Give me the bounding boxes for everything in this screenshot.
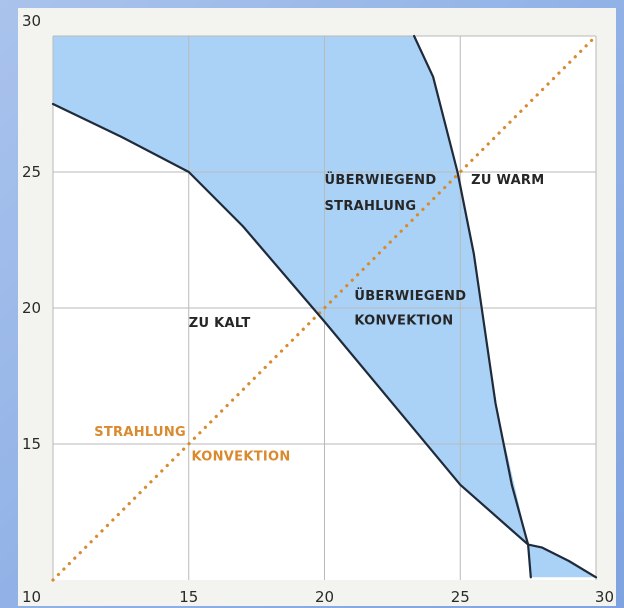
- y-tick-label-15: 15: [22, 435, 41, 453]
- diagonal-reference-line: [51, 34, 598, 582]
- x-tick-label-30: 30: [595, 588, 614, 606]
- annotation-konvektion-7: KONVEKTION: [191, 449, 290, 464]
- x-tick-label-10: 10: [22, 588, 41, 606]
- boundary-lower-boundary: [51, 102, 598, 579]
- boundary-warm-boundary: [413, 34, 532, 579]
- y-tick-label-30: 30: [22, 12, 41, 30]
- annotation-zu-warm-2: ZU WARM: [471, 173, 544, 188]
- x-tick-label-20: 20: [315, 588, 334, 606]
- x-tick-label-15: 15: [179, 588, 198, 606]
- annotation-konvektion-4: KONVEKTION: [354, 313, 453, 328]
- chart: 10 15 20 25 30 15 20 25 30 ÜBERWIEGEND STRAHLUNG ZU…: [22, 12, 614, 606]
- annotation-zu-kalt-5: ZU KALT: [189, 316, 251, 331]
- annotation--berwiegend-0: ÜBERWIEGEND: [325, 172, 437, 188]
- y-tick-label-20: 20: [22, 299, 41, 317]
- annotation-strahlung-6: STRAHLUNG: [94, 425, 186, 440]
- y-tick-label-25: 25: [22, 163, 41, 181]
- annotation-strahlung-1: STRAHLUNG: [325, 199, 417, 214]
- chart-frame: 10 15 20 25 30 15 20 25 30 ÜBERWIEGEND STRAHLUNG ZU…: [18, 8, 616, 606]
- x-tick-label-25: 25: [451, 588, 470, 606]
- annotation--berwiegend-3: ÜBERWIEGEND: [354, 288, 466, 304]
